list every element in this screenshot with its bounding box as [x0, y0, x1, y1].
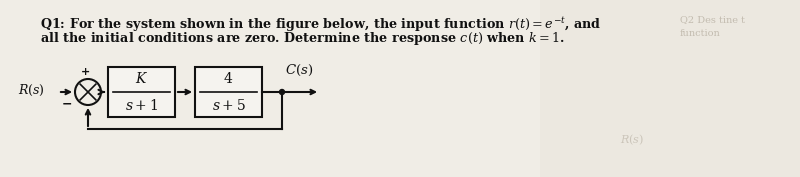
Text: all the initial conditions are zero. Determine the response $c(t)$ when $k = 1$.: all the initial conditions are zero. Det… [40, 30, 566, 47]
Text: function: function [680, 29, 721, 38]
Text: +: + [80, 67, 90, 77]
Text: $4$: $4$ [223, 71, 234, 86]
Text: Q1: For the system shown in the figure below, the input function $r(t) = e^{-t}$: Q1: For the system shown in the figure b… [40, 15, 602, 34]
Text: −: − [62, 97, 72, 110]
Text: $C(s)$: $C(s)$ [285, 63, 314, 78]
Text: $R(s)$: $R(s)$ [620, 133, 644, 147]
Text: $R(s)$: $R(s)$ [18, 82, 45, 98]
Circle shape [279, 90, 285, 95]
Text: $K$: $K$ [135, 71, 148, 86]
FancyBboxPatch shape [108, 67, 175, 117]
Text: Q2 Des tine t: Q2 Des tine t [680, 15, 745, 24]
Text: $s+5$: $s+5$ [212, 98, 246, 113]
FancyBboxPatch shape [195, 67, 262, 117]
Text: $s+1$: $s+1$ [125, 98, 158, 113]
FancyBboxPatch shape [0, 0, 540, 177]
